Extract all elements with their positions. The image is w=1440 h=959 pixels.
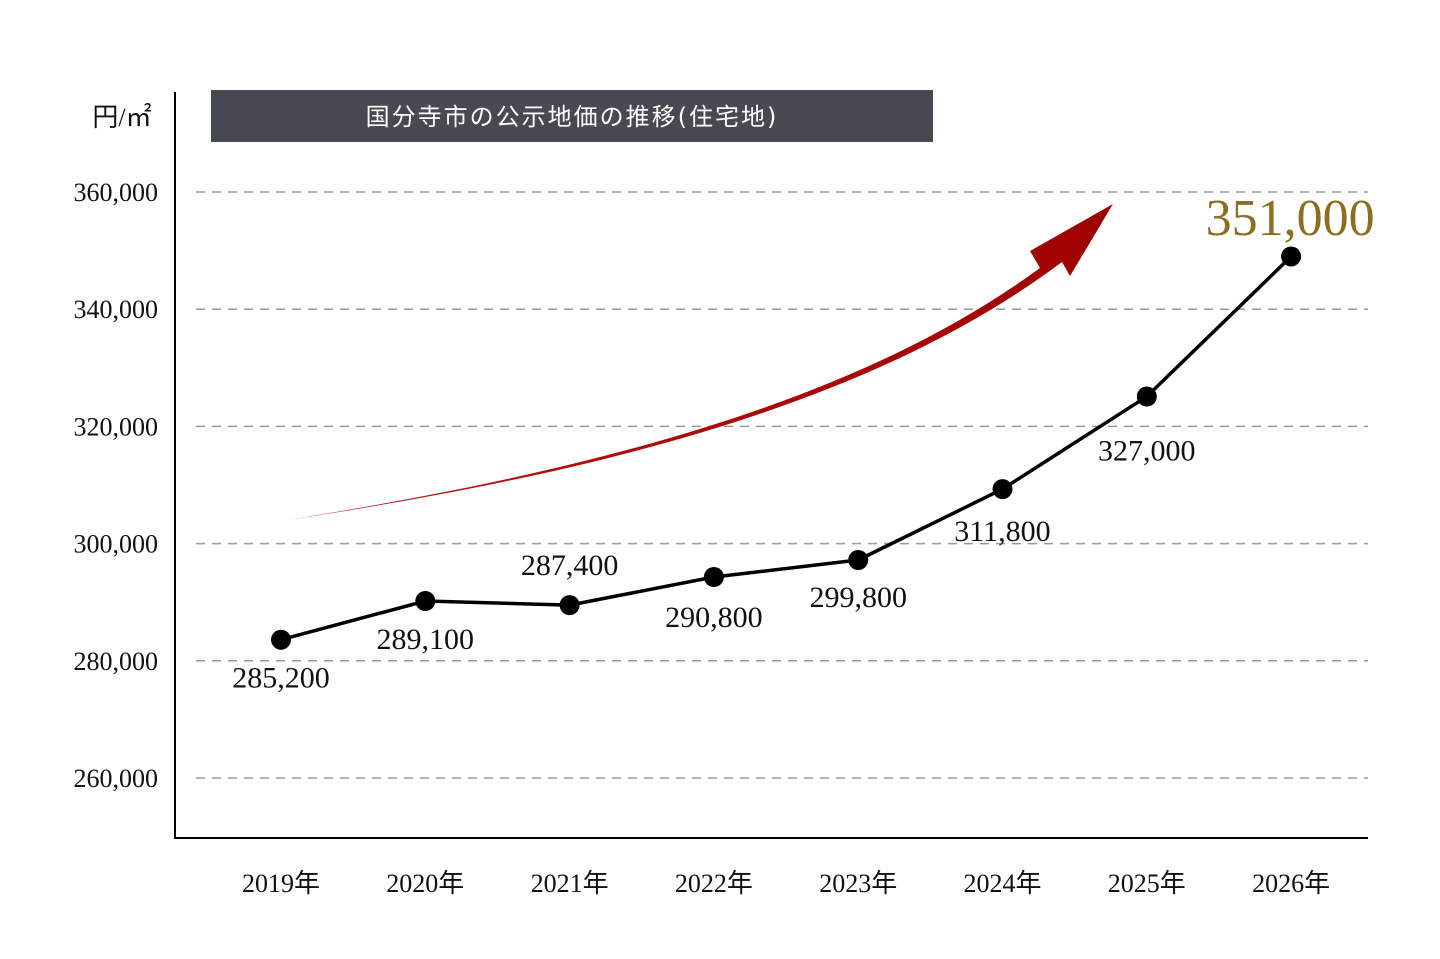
series-line (280, 255, 1293, 642)
data-label: 311,800 (954, 515, 1050, 548)
data-label: 299,800 (809, 581, 907, 614)
data-point (848, 550, 869, 571)
title-banner (211, 90, 933, 142)
data-point (992, 479, 1013, 500)
y-tick-labels: 260,000 280,000 300,000 320,000 340,000 360,0… (74, 178, 159, 793)
y-tick-label: 360,000 (74, 178, 159, 207)
data-point (703, 567, 724, 588)
data-label: 290,800 (665, 601, 763, 634)
data-points (271, 246, 1302, 650)
data-label: 287,400 (521, 549, 619, 582)
x-tick-label: 2025年 (1108, 869, 1186, 898)
y-tick-label: 340,000 (74, 295, 159, 324)
chart-title: 国分寺市の公示地価の推移(住宅地) (366, 103, 779, 131)
highlight-value-label: 351,000 (1206, 190, 1375, 247)
data-point (1136, 386, 1157, 407)
y-axis-unit-label: 円/㎡ (92, 103, 151, 132)
y-tick-label: 260,000 (74, 764, 159, 793)
y-tick-label: 300,000 (74, 530, 159, 559)
x-tick-label: 2023年 (819, 869, 897, 898)
data-point (1281, 246, 1302, 267)
trend-arrow (287, 204, 1113, 520)
data-point (559, 595, 580, 616)
x-tick-label: 2026年 (1252, 869, 1330, 898)
x-tick-label: 2021年 (531, 869, 609, 898)
x-tick-label: 2019年 (242, 869, 320, 898)
x-tick-label: 2022年 (675, 869, 753, 898)
data-label: 285,200 (232, 662, 330, 695)
data-label: 289,100 (377, 623, 475, 656)
data-label: 327,000 (1098, 435, 1196, 468)
x-tick-labels: 2019年 2020年 2021年 2022年 2023年 2024年 2025年 2026年 (242, 869, 1330, 898)
x-tick-label: 2020年 (386, 869, 464, 898)
y-tick-label: 320,000 (74, 412, 159, 441)
data-labels: 285,200 289,100 287,400 290,800 299,800 311,8… (232, 190, 1374, 695)
grid-layer (196, 191, 1368, 779)
x-tick-label: 2024年 (963, 869, 1041, 898)
y-tick-label: 280,000 (74, 647, 159, 676)
data-point (271, 629, 291, 650)
data-point (415, 591, 436, 612)
